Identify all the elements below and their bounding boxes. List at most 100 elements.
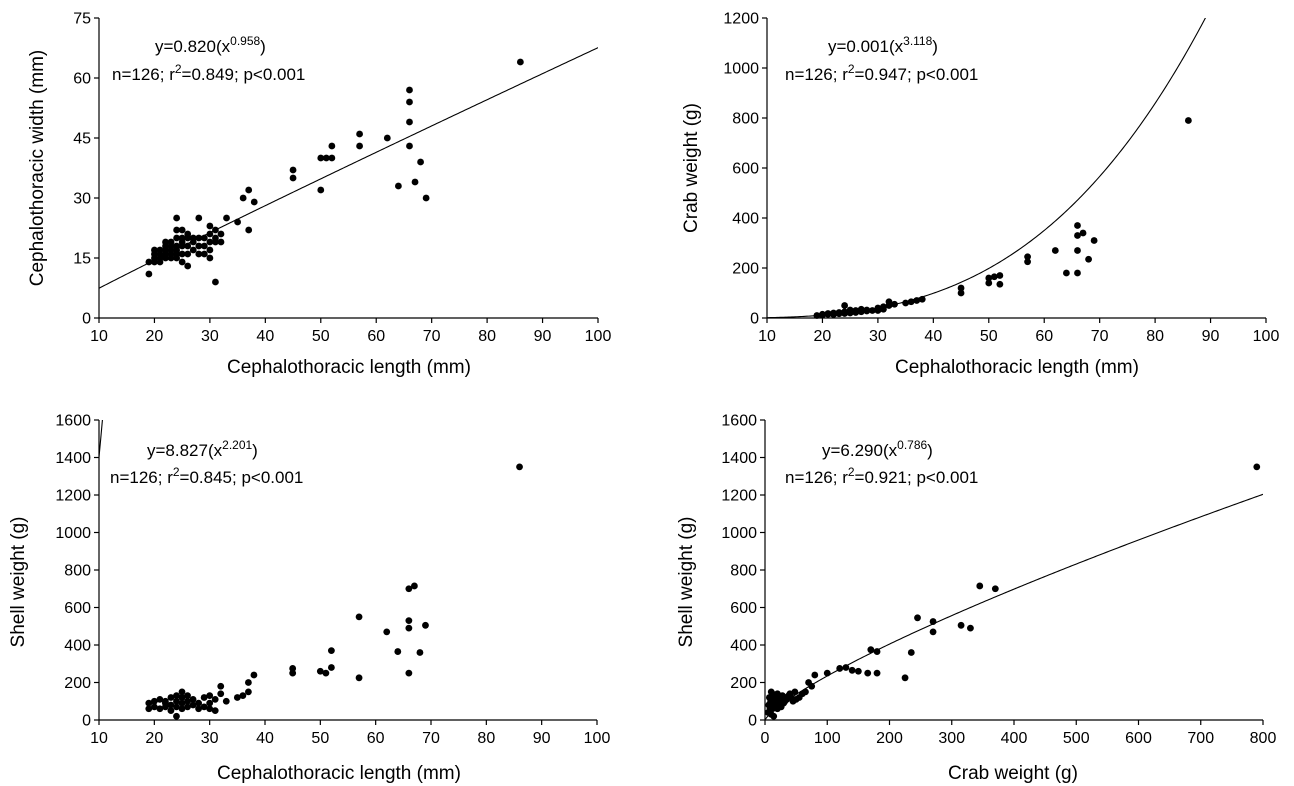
data-point bbox=[239, 194, 247, 202]
data-point bbox=[1085, 255, 1092, 263]
data-point bbox=[173, 692, 180, 700]
equation-label: y=0.820(x0.958) bbox=[155, 34, 266, 56]
data-point bbox=[913, 297, 921, 304]
equation-label: y=8.827(x2.201) bbox=[147, 438, 258, 460]
data-point bbox=[145, 258, 153, 266]
x-tick-label: 60 bbox=[367, 328, 385, 345]
data-point bbox=[836, 665, 844, 672]
x-tick-label: 100 bbox=[584, 730, 611, 747]
data-point bbox=[328, 664, 335, 671]
data-point bbox=[195, 250, 203, 258]
data-point bbox=[873, 669, 881, 677]
data-point bbox=[857, 305, 865, 313]
data-point bbox=[863, 306, 871, 314]
y-tick-label: 0 bbox=[748, 713, 757, 730]
data-point bbox=[211, 707, 219, 715]
data-point bbox=[211, 695, 219, 703]
data-point bbox=[189, 246, 197, 254]
data-point bbox=[222, 697, 230, 705]
data-point bbox=[991, 585, 999, 593]
data-point bbox=[233, 694, 241, 701]
data-point bbox=[891, 300, 898, 308]
x-tick-label: 80 bbox=[478, 328, 496, 345]
x-tick-label: 100 bbox=[814, 730, 841, 747]
data-point bbox=[184, 703, 191, 711]
data-point bbox=[813, 312, 821, 319]
data-point bbox=[145, 699, 153, 707]
y-tick-label: 1400 bbox=[721, 450, 757, 467]
data-point bbox=[770, 712, 778, 720]
data-point bbox=[173, 712, 180, 720]
y-tick-label: 600 bbox=[64, 600, 91, 617]
x-tick-label: 200 bbox=[876, 730, 903, 747]
data-point bbox=[873, 648, 881, 655]
gridlines-and-axes: 10 20 30 40 50 60 70 80 90 100 0 15 30 45 60 75 bbox=[73, 11, 611, 346]
data-point bbox=[206, 238, 214, 246]
data-point bbox=[824, 310, 832, 317]
data-point bbox=[996, 272, 1004, 279]
data-point bbox=[417, 158, 424, 166]
data-point bbox=[846, 306, 854, 314]
data-point bbox=[173, 242, 181, 250]
data-point bbox=[867, 646, 875, 654]
y-tick-label: 0 bbox=[750, 311, 759, 328]
data-point bbox=[317, 186, 325, 194]
data-point bbox=[1074, 222, 1081, 229]
data-point bbox=[167, 701, 175, 709]
y-tick-label: 800 bbox=[730, 563, 757, 580]
x-tick-label: 100 bbox=[585, 328, 612, 345]
data-point bbox=[1074, 232, 1081, 239]
data-point bbox=[395, 182, 402, 190]
y-tick-label: 1000 bbox=[723, 61, 759, 78]
data-point bbox=[1253, 463, 1261, 471]
data-point bbox=[516, 463, 523, 471]
y-axis-title: Crab weight (g) bbox=[681, 103, 702, 233]
x-tick-label: 40 bbox=[924, 328, 942, 345]
x-tick-label: 600 bbox=[1125, 730, 1152, 747]
data-point bbox=[868, 307, 876, 314]
data-point bbox=[985, 279, 993, 287]
data-point bbox=[167, 694, 175, 701]
data-point bbox=[206, 246, 214, 254]
data-point bbox=[206, 230, 214, 238]
y-tick-label: 600 bbox=[730, 600, 757, 617]
data-point bbox=[178, 226, 186, 234]
x-tick-label: 40 bbox=[256, 730, 274, 747]
y-tick-label: 200 bbox=[730, 675, 757, 692]
data-point bbox=[1051, 247, 1059, 254]
data-point bbox=[885, 298, 893, 306]
x-tick-label: 400 bbox=[1001, 730, 1028, 747]
y-tick-label: 1000 bbox=[721, 525, 757, 542]
data-point bbox=[145, 705, 153, 713]
data-point bbox=[167, 238, 175, 246]
x-tick-label: 700 bbox=[1187, 730, 1214, 747]
data-point bbox=[200, 703, 208, 711]
data-point bbox=[967, 624, 974, 632]
data-point bbox=[405, 585, 413, 593]
stats-label: n=126; r2=0.947; p<0.001 bbox=[785, 62, 978, 84]
fit-curve bbox=[765, 493, 1263, 720]
data-point bbox=[406, 118, 413, 126]
stats-label: n=126; r2=0.845; p<0.001 bbox=[110, 465, 303, 487]
x-tick-label: 10 bbox=[90, 328, 108, 345]
data-point bbox=[150, 703, 158, 711]
data-point bbox=[864, 669, 872, 677]
data-point bbox=[156, 705, 164, 713]
y-tick-label: 1400 bbox=[55, 450, 91, 467]
x-tick-label: 90 bbox=[1202, 328, 1220, 345]
data-point bbox=[406, 98, 413, 106]
data-point bbox=[156, 246, 164, 254]
data-point bbox=[200, 250, 208, 258]
points-group bbox=[145, 58, 524, 286]
data-point bbox=[217, 230, 225, 238]
data-point bbox=[383, 134, 391, 142]
data-point bbox=[416, 649, 424, 656]
data-point bbox=[835, 309, 843, 316]
data-point bbox=[957, 289, 965, 297]
data-point bbox=[355, 674, 363, 682]
data-point bbox=[212, 226, 219, 234]
y-tick-label: 400 bbox=[732, 211, 759, 228]
data-point bbox=[902, 299, 910, 307]
panel-width-vs-length: 10 20 30 40 50 60 70 80 90 100 0 15 30 45 60 75 y=0.820… bbox=[27, 11, 611, 379]
data-point bbox=[189, 234, 197, 242]
